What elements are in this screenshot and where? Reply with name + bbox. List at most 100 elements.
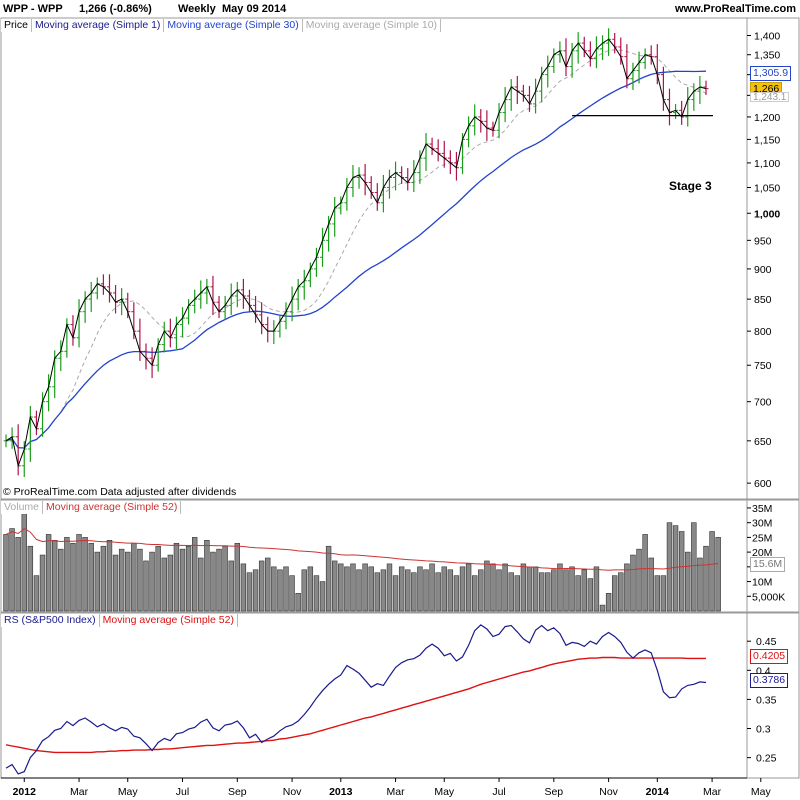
volume-bar <box>350 563 356 612</box>
volume-bar <box>149 551 155 612</box>
volume-bar <box>45 534 52 612</box>
volume-bar <box>3 534 9 612</box>
volume-bar <box>15 537 21 612</box>
legend-ma30[interactable]: Moving average (Simple 30) <box>164 19 303 32</box>
site-label: www.ProRealTime.com <box>674 3 796 15</box>
ma1-line <box>5 38 707 468</box>
volume-bar <box>64 537 70 612</box>
legend-ma1[interactable]: Moving average (Simple 1) <box>31 19 165 32</box>
x-tick-label: Mar <box>387 786 406 798</box>
volume-bar <box>325 545 332 612</box>
rs-tick-label: 0.35 <box>756 694 777 706</box>
x-tick-label: Jul <box>176 786 189 798</box>
volume-bar <box>599 604 606 612</box>
legend-rs-ma52[interactable]: Moving average (Simple 52) <box>99 614 238 627</box>
volume-ma-badge: 15.6M <box>750 557 786 572</box>
volume-bar <box>471 575 478 612</box>
volume-bar <box>191 537 198 612</box>
volume-bar <box>520 563 527 612</box>
volume-bar <box>307 566 314 612</box>
volume-bar <box>465 563 472 612</box>
date-label: May 09 2014 <box>222 3 287 15</box>
volume-bar <box>216 548 222 612</box>
rs-tick-label: 0.25 <box>756 753 777 765</box>
legend-volume-ma52[interactable]: Moving average (Simple 52) <box>43 501 182 514</box>
volume-tick-label: 5,000K <box>752 591 785 603</box>
x-tick-label: Nov <box>283 786 302 798</box>
volume-bar <box>435 572 441 612</box>
volume-bar <box>240 563 247 612</box>
volume-bar <box>179 548 186 612</box>
volume-bar <box>490 563 496 612</box>
volume-tick-label: 30M <box>752 518 772 530</box>
volume-bar <box>453 575 460 612</box>
price-tick-label: 700 <box>754 397 772 409</box>
volume-bar <box>51 540 58 612</box>
price-tick-label: 1,350 <box>754 50 780 62</box>
x-tick-label: 2012 <box>13 786 37 798</box>
price-tick-label: 1,050 <box>754 182 780 194</box>
volume-bar <box>484 560 490 612</box>
rs-tick-label: 0.45 <box>756 636 777 648</box>
legend-price[interactable]: Price <box>1 19 32 32</box>
stage-annotation: Stage 3 <box>669 179 712 193</box>
price-legend: Price Moving average (Simple 1) Moving ave… <box>1 19 442 32</box>
volume-bar <box>660 575 667 612</box>
volume-panel-frame <box>0 499 800 613</box>
volume-tick-label: 35M <box>752 503 772 515</box>
volume-bar <box>605 593 612 612</box>
legend-ma10[interactable]: Moving average (Simple 10) <box>302 19 442 32</box>
price-tick-label: 850 <box>754 294 772 306</box>
volume-bar <box>411 572 417 612</box>
volume-bar <box>137 548 143 612</box>
volume-bar <box>581 569 587 612</box>
rs-line <box>5 624 707 775</box>
volume-bar <box>295 593 301 612</box>
chart-header: WPP - WPP 1,266 (-0.86%) Weekly May 09 2… <box>0 0 800 18</box>
copyright-note: © ProRealTime.com Data adjusted after di… <box>3 486 237 498</box>
volume-bar <box>672 525 679 612</box>
volume-bar <box>514 575 521 612</box>
volume-bar <box>100 545 107 612</box>
legend-rs[interactable]: RS (S&P500 Index) <box>1 614 100 627</box>
volume-bar <box>526 566 533 612</box>
price-tick-label: 1,200 <box>754 112 780 124</box>
rs-tick-label: 0.3 <box>756 724 771 736</box>
volume-bar <box>538 572 545 612</box>
x-tick-label: Jul <box>492 786 505 798</box>
volume-bar <box>283 566 289 612</box>
symbol-title: WPP - WPP <box>3 3 63 15</box>
x-tick-label: Sep <box>228 786 247 798</box>
ma10-line <box>5 49 707 449</box>
volume-bar <box>368 566 374 612</box>
volume-bar <box>508 572 514 612</box>
volume-bar <box>70 542 76 612</box>
volume-bar <box>185 545 192 612</box>
volume-tick-label: 20M <box>752 547 772 559</box>
volume-bar <box>82 537 88 612</box>
volume-bar <box>624 563 630 612</box>
volume-bar <box>429 563 435 612</box>
volume-bar <box>715 537 721 612</box>
volume-bar <box>167 554 174 612</box>
volume-bar <box>563 569 569 612</box>
price-tick-label: 1,400 <box>754 30 780 42</box>
volume-legend: Volume Moving average (Simple 52) <box>1 501 182 514</box>
volume-bar <box>173 542 180 612</box>
volume-bar <box>155 545 161 612</box>
volume-bar <box>356 569 362 612</box>
volume-bar <box>545 572 551 612</box>
volume-bar <box>697 557 703 612</box>
volume-bar <box>642 534 648 612</box>
volume-bar <box>234 542 241 612</box>
volume-bar <box>88 542 94 612</box>
volume-bar <box>39 554 46 612</box>
volume-bar <box>313 575 320 612</box>
volume-bar <box>575 575 581 612</box>
volume-bar <box>362 563 368 612</box>
volume-bar <box>338 563 344 612</box>
price-tick-label: 1,000 <box>754 208 780 220</box>
legend-volume[interactable]: Volume <box>1 501 44 514</box>
volume-bar <box>198 557 204 612</box>
x-tick-label: Mar <box>70 786 89 798</box>
